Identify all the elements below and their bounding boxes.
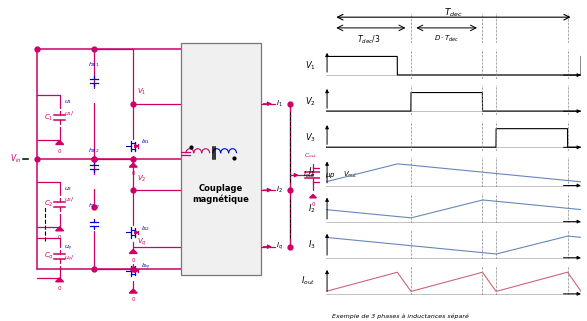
Polygon shape	[309, 195, 316, 198]
Polygon shape	[129, 289, 137, 293]
Text: $I_q$: $I_q$	[276, 241, 283, 252]
Text: $T_{dec}/3$: $T_{dec}/3$	[357, 33, 380, 46]
Text: $C_2$: $C_2$	[44, 199, 53, 209]
Text: $u_q/$: $u_q/$	[64, 254, 75, 265]
Text: $V_{out}$: $V_{out}$	[343, 170, 357, 180]
Text: $u_1/$: $u_1/$	[64, 109, 75, 118]
Polygon shape	[56, 278, 63, 282]
Text: $I_3$: $I_3$	[308, 238, 316, 251]
Text: $\mu p$: $\mu p$	[325, 171, 336, 180]
Polygon shape	[135, 231, 139, 234]
Text: $V_{in}$: $V_{in}$	[10, 153, 22, 165]
Bar	[322, 168, 340, 182]
Polygon shape	[129, 163, 137, 167]
Text: $hs_2$: $hs_2$	[88, 147, 99, 155]
Text: $ls_2$: $ls_2$	[141, 224, 150, 233]
Polygon shape	[56, 227, 63, 231]
Text: 0: 0	[58, 235, 62, 240]
Text: $I_1$: $I_1$	[308, 166, 316, 178]
Text: $V_2$: $V_2$	[137, 174, 146, 184]
Text: $V_2$: $V_2$	[305, 95, 316, 108]
Text: 0: 0	[311, 202, 315, 206]
Text: $ls_q$: $ls_q$	[141, 261, 151, 272]
Text: 0: 0	[131, 171, 135, 177]
Text: $T_{dec}$: $T_{dec}$	[444, 6, 463, 19]
Text: $u_2/$: $u_2/$	[64, 195, 75, 204]
Text: 0: 0	[58, 149, 62, 154]
Text: Exemple de 3 phases à inductances séparé: Exemple de 3 phases à inductances séparé	[332, 314, 468, 319]
Text: $u_1$: $u_1$	[64, 98, 72, 106]
Text: $V_1$: $V_1$	[305, 59, 316, 72]
Text: $ls_1$: $ls_1$	[141, 137, 150, 146]
Polygon shape	[135, 269, 139, 272]
Text: $u_q$: $u_q$	[64, 243, 72, 253]
Text: $I_{out}$: $I_{out}$	[303, 170, 315, 180]
Bar	[181, 43, 261, 275]
Text: $hs_1$: $hs_1$	[88, 60, 99, 69]
Text: $I_2$: $I_2$	[308, 202, 316, 214]
Text: $C_{out}$: $C_{out}$	[304, 151, 318, 160]
Text: 0: 0	[58, 286, 62, 291]
Text: $I_2$: $I_2$	[276, 185, 283, 195]
Polygon shape	[129, 249, 137, 254]
Text: $C_1$: $C_1$	[44, 113, 53, 123]
Polygon shape	[135, 145, 139, 148]
Text: $V_3$: $V_3$	[305, 131, 316, 144]
Text: Couplage
magnétique: Couplage magnétique	[193, 184, 249, 204]
Text: $V_q$: $V_q$	[137, 237, 146, 248]
Text: $I_1$: $I_1$	[276, 99, 283, 109]
Text: 0: 0	[131, 298, 135, 302]
Polygon shape	[56, 141, 63, 144]
Text: $C_q$: $C_q$	[43, 251, 53, 262]
Text: $D \cdot T_{dec}$: $D \cdot T_{dec}$	[434, 33, 459, 44]
Text: $u_2$: $u_2$	[64, 185, 72, 193]
Text: 0: 0	[131, 258, 135, 263]
Text: $V_1$: $V_1$	[137, 87, 146, 98]
Text: $I_{out}$: $I_{out}$	[301, 274, 316, 287]
Text: $hs_q$: $hs_q$	[87, 202, 100, 212]
